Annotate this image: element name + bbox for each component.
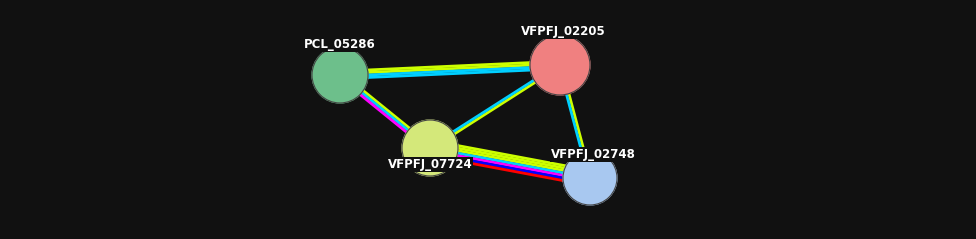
Text: VFPFJ_02205: VFPFJ_02205 — [520, 25, 605, 38]
Circle shape — [312, 47, 368, 103]
Circle shape — [563, 151, 617, 205]
Circle shape — [530, 35, 590, 95]
Circle shape — [402, 120, 458, 176]
Text: VFPFJ_02748: VFPFJ_02748 — [550, 148, 635, 161]
Text: PCL_05286: PCL_05286 — [305, 38, 376, 51]
Text: VFPFJ_07724: VFPFJ_07724 — [387, 158, 472, 171]
